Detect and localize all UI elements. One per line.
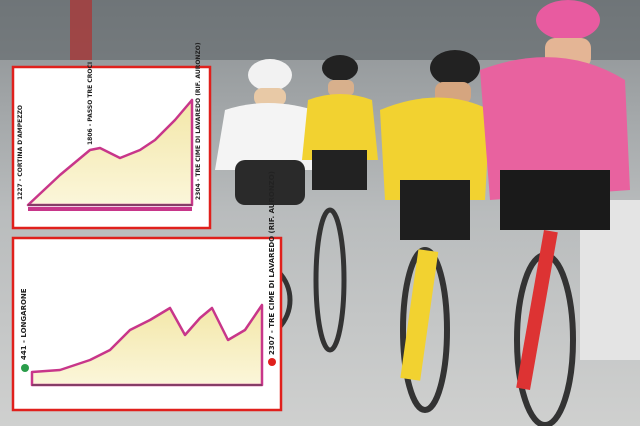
- finish-label: 2307 - TRE CIME DI LAVAREDO (RIF. AURONZ…: [268, 171, 276, 355]
- start-label: 441 - LONGARONE: [20, 288, 28, 360]
- stage-profile-top: 1227 - CORTINA D'AMPEZZO 1806 - PASSO TR…: [11, 42, 212, 230]
- profile: [30, 303, 264, 387]
- finish-label: 2304 - TRE CIME DI LAVAREDO (RIF. AURONZ…: [195, 42, 202, 200]
- climb-label: 1806 - PASSO TRE CROCI: [87, 62, 94, 145]
- start-label: 1227 - CORTINA D'AMPEZZO: [17, 105, 24, 200]
- buildings: [0, 0, 640, 60]
- profile: [26, 98, 194, 207]
- rider-pink: [480, 0, 630, 426]
- rider-yellow-front: [380, 50, 490, 413]
- banner: [70, 0, 92, 60]
- rider-yellow-back: [302, 55, 378, 353]
- stage-profile-bottom: 441 - LONGARONE 2307 - TRE CIME DI LAVAR…: [11, 171, 283, 412]
